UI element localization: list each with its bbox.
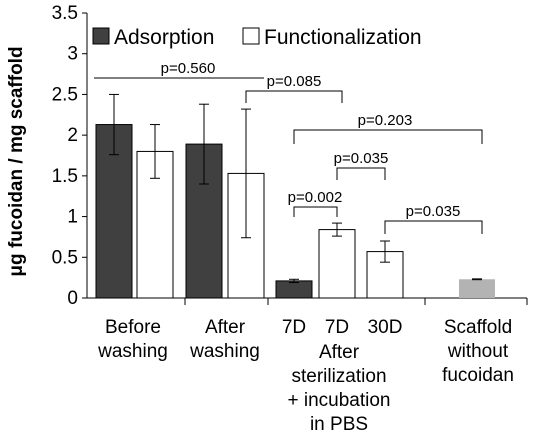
legend-label-adsorption: Adsorption — [114, 26, 214, 49]
y-tick-label: 1 — [67, 207, 78, 228]
category-label: washing — [97, 341, 168, 362]
comparison-bracket — [336, 167, 386, 180]
category-label: 30D — [368, 317, 403, 338]
comparison-bracket — [293, 206, 338, 217]
y-tick-label: 2 — [67, 125, 78, 146]
y-tick-label: 0.5 — [52, 247, 78, 268]
error-bars — [109, 93, 482, 284]
bar — [318, 229, 356, 299]
category-label: Before — [105, 317, 161, 338]
category-label: in PBS — [310, 414, 368, 435]
category-label: After — [319, 342, 360, 363]
category-label: Scaffold — [444, 317, 512, 338]
bar — [459, 279, 495, 298]
category-label: fucoidan — [442, 365, 514, 386]
bar — [275, 280, 313, 299]
legend: Adsorption Functionalization — [92, 26, 422, 49]
category-label: After — [205, 317, 246, 338]
p-value-label: p=0.002 — [288, 189, 343, 206]
y-axis-label: μg fucoidan / mg scaffold — [6, 46, 27, 276]
category-label: 7D — [325, 317, 349, 338]
category-label: washing — [189, 341, 260, 362]
category-label: without — [447, 341, 509, 362]
p-value-label: p=0.203 — [358, 112, 413, 129]
category-labels: Before washing After washing 7D 7D 30D After ste… — [97, 317, 514, 435]
category-label: 7D — [282, 317, 306, 338]
p-value-label: p=0.035 — [334, 150, 389, 167]
y-tick-label: 2.5 — [52, 84, 78, 105]
p-value-label: p=0.035 — [406, 203, 461, 220]
comparison-bracket — [245, 90, 343, 103]
category-label: + incubation — [288, 390, 391, 411]
p-value-label: p=0.560 — [161, 60, 216, 77]
y-tick-label: 3.5 — [52, 3, 78, 24]
y-tick-label: 3 — [67, 44, 78, 65]
category-label: sterilization — [291, 366, 386, 387]
significance-brackets: p=0.560 p=0.085 p=0.203 p=0.035 p=0.002 p=0.0… — [94, 60, 483, 234]
axes: 0 0.5 1 1.5 2 2.5 3 3.5 μg fucoidan / mg scaffol… — [6, 3, 528, 309]
y-tick-label: 0 — [67, 288, 78, 309]
legend-swatch-adsorption — [92, 27, 110, 45]
comparison-bracket — [384, 220, 483, 234]
legend-swatch-functionalization — [242, 27, 260, 45]
legend-label-functionalization: Functionalization — [264, 26, 422, 49]
y-tick-label: 1.5 — [52, 166, 78, 187]
comparison-bracket — [293, 129, 483, 144]
p-value-label: p=0.085 — [267, 73, 322, 90]
